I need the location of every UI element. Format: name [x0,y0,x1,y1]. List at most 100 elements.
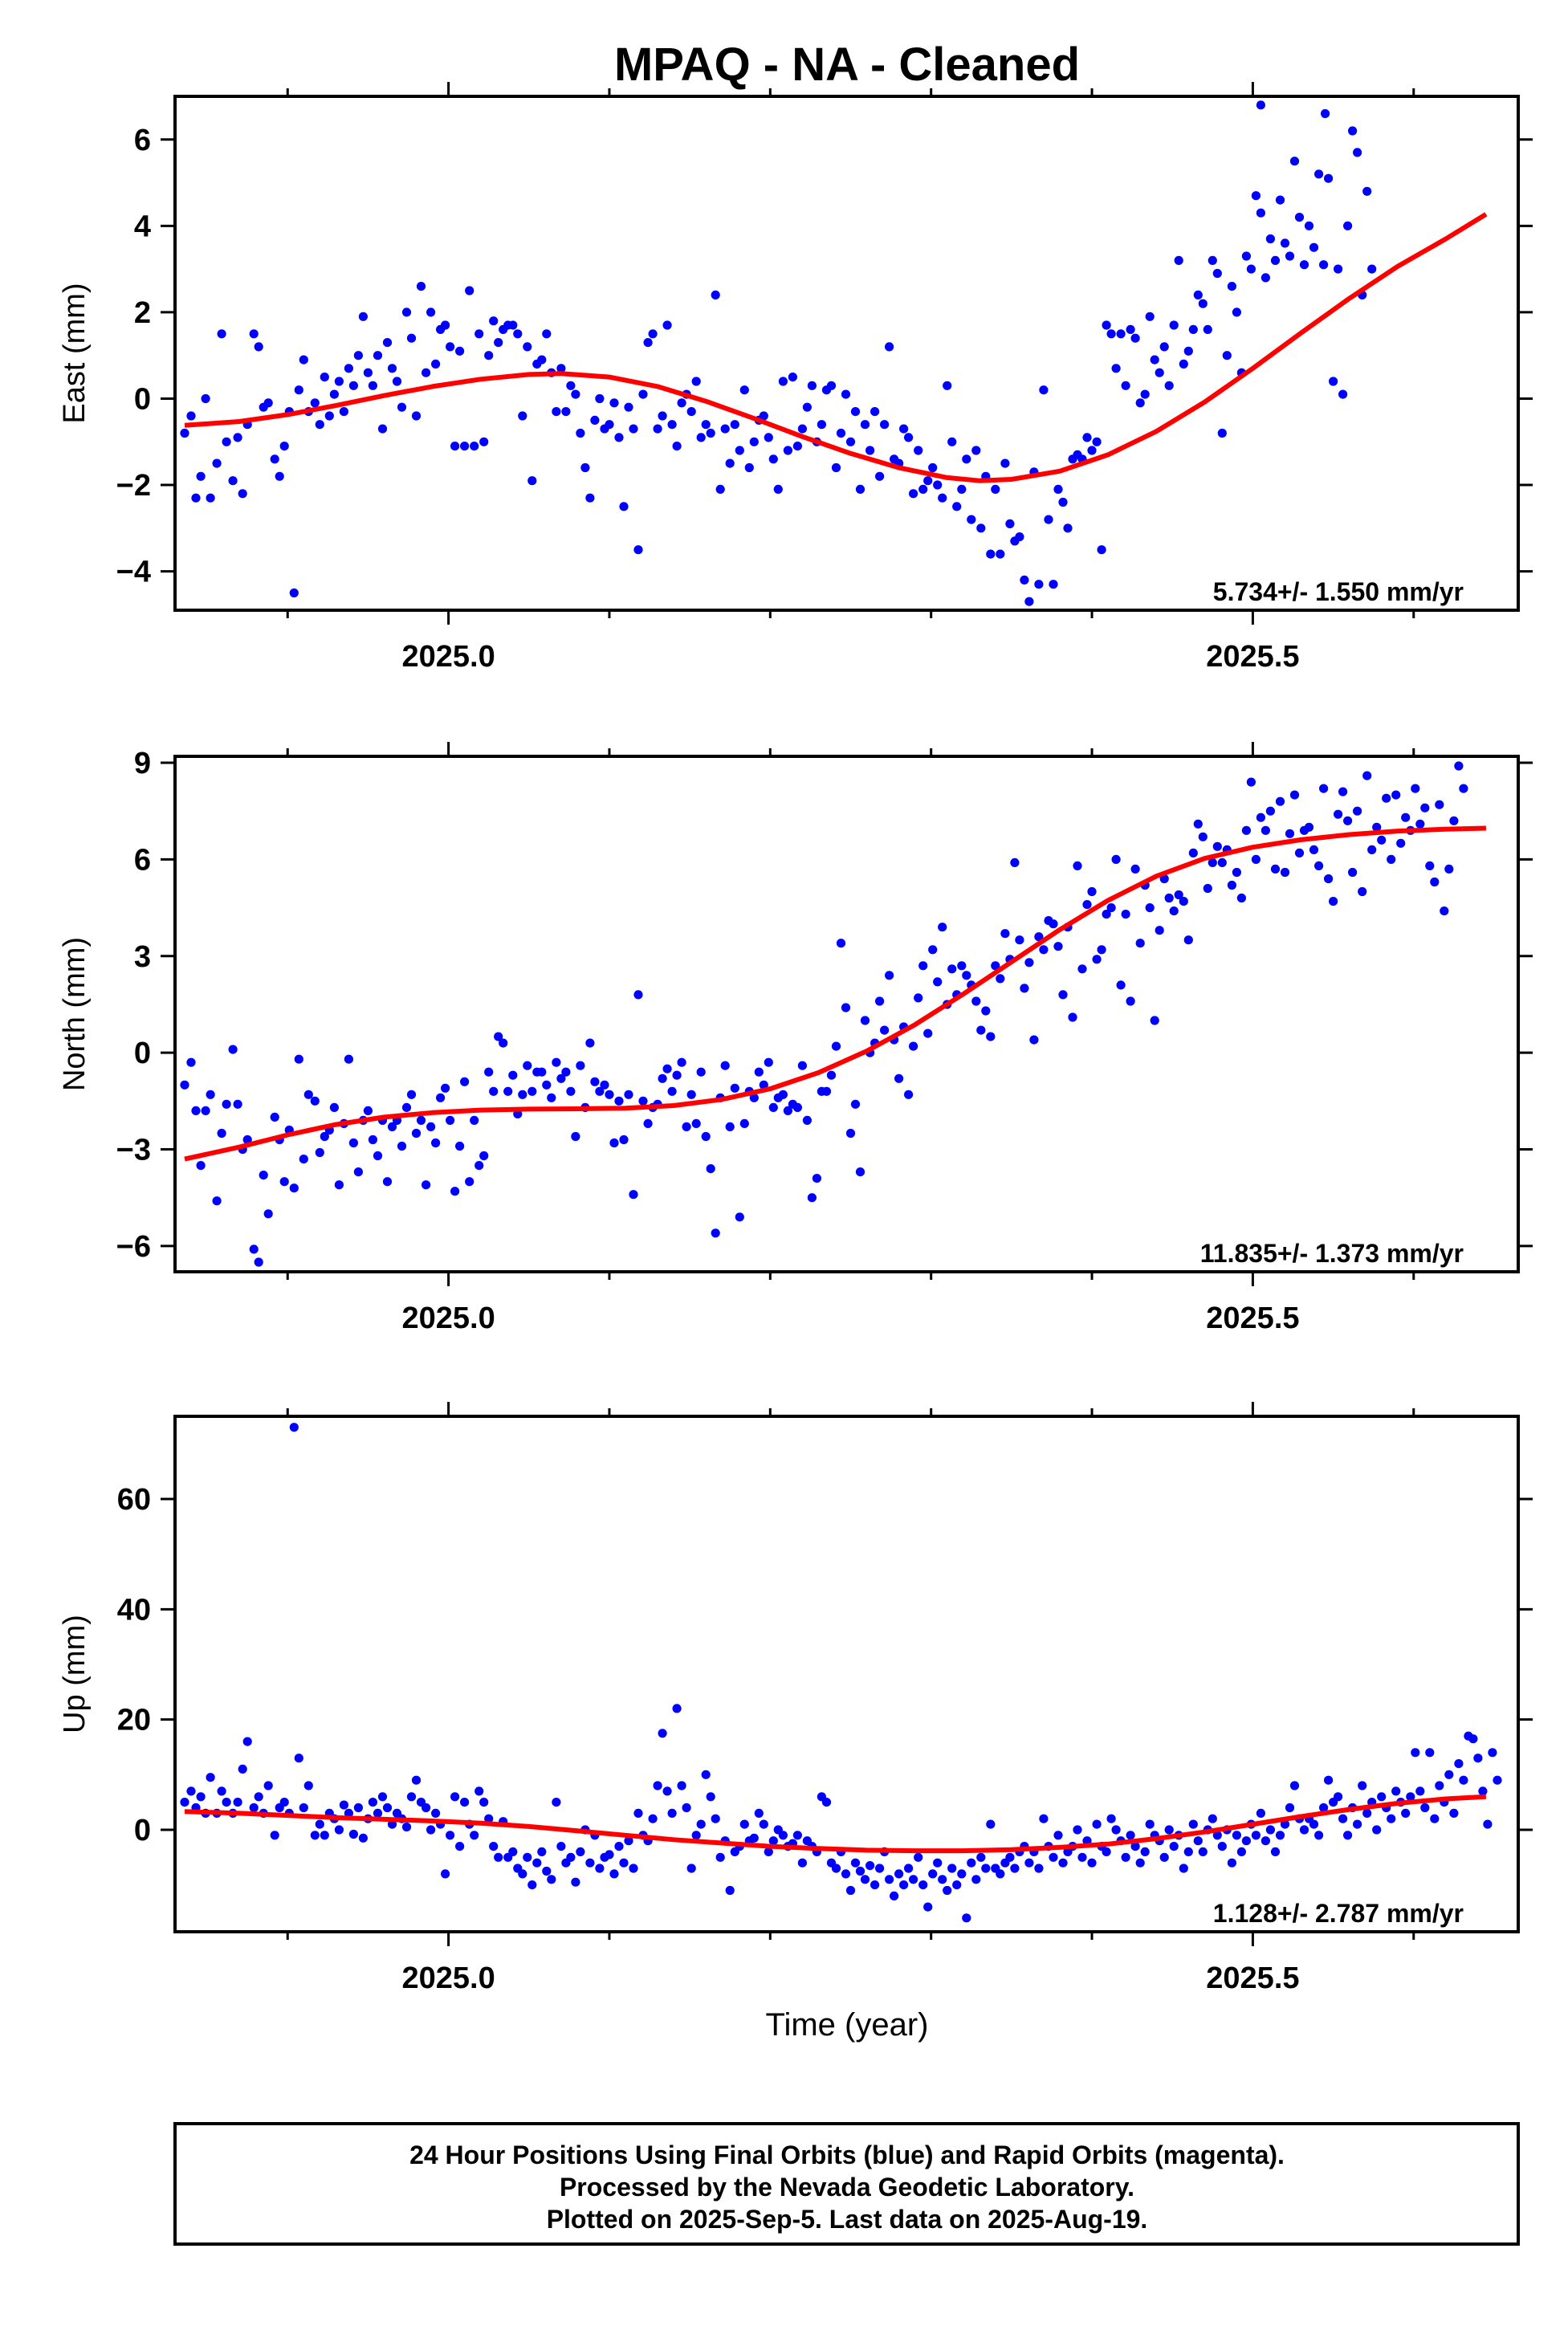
north-y-tick-label: 0 [134,1037,151,1070]
east-point [826,381,837,390]
east-point [1241,251,1251,261]
north-point [1179,897,1188,906]
east-point [759,411,768,421]
x-axis-label: Time (year) [766,2007,929,2043]
north-point [344,1054,353,1064]
north-point [1377,835,1387,845]
up-y-tick-label: 60 [117,1483,151,1517]
north-point [629,1190,638,1200]
north-point [792,1102,803,1112]
up-point [1459,1775,1468,1785]
north-point [605,1090,614,1099]
east-point [1063,523,1073,533]
north-point [422,1180,431,1190]
east-point [180,428,189,438]
up-point [382,1802,393,1813]
north-point [1121,910,1130,919]
north-point [353,1167,363,1177]
up-point [890,1891,899,1900]
up-point [667,1808,677,1818]
north-point [711,1228,720,1238]
up-point [1324,1775,1334,1785]
east-point [1150,355,1159,365]
north-point [1246,777,1256,787]
up-point [918,1880,928,1890]
east-point [422,368,431,377]
north-point [201,1106,210,1115]
north-point [1367,845,1377,854]
up-point [943,1885,952,1896]
east-point [401,308,412,317]
figure-title: MPAQ - NA - Cleaned [614,39,1080,91]
up-point [1415,1786,1425,1796]
east-point [1092,437,1102,446]
north-point [373,1151,383,1161]
north-point [1097,945,1106,955]
east-point [629,424,638,434]
east-point [788,373,798,382]
up-x-tick-label: 2025.5 [1206,1961,1299,1995]
east-point [996,549,1005,559]
east-y-tick-label: −2 [116,469,151,503]
north-point [263,1209,273,1219]
up-point [947,1864,957,1873]
up-point [1121,1852,1130,1862]
north-point [720,1061,730,1070]
north-point [508,1070,518,1080]
up-point [1198,1847,1208,1856]
up-rate-label: 1.128+/- 2.787 mm/yr [1213,1899,1464,1928]
east-point [797,424,808,434]
up-point [233,1798,242,1807]
up-point [320,1831,329,1840]
up-point [450,1792,460,1802]
up-point [1241,1836,1251,1846]
up-point [422,1802,431,1813]
north-point [1241,825,1251,835]
up-point [1358,1781,1367,1790]
up-point [263,1781,273,1790]
east-point [1155,368,1164,377]
east-point [537,355,547,365]
north-point [196,1161,206,1171]
east-point [624,402,633,412]
east-point [1270,255,1281,265]
east-point [850,406,861,417]
east-point [817,420,826,430]
north-point [279,1177,289,1187]
east-point [768,454,778,464]
east-point [397,402,407,412]
north-point [294,1054,303,1064]
up-point [860,1875,870,1884]
up-point [542,1866,552,1876]
up-point [865,1861,875,1871]
north-point [1073,861,1082,870]
north-point [242,1134,252,1145]
east-point [691,377,701,386]
north-y-tick-label: 3 [134,940,151,974]
up-point [957,1869,967,1879]
east-point [1353,148,1362,157]
north-point [880,1025,890,1035]
east-point [802,402,813,412]
footer-line-3: Plotted on 2025-Sep-5. Last data on 2025… [547,2205,1148,2234]
north-point [1058,990,1068,1000]
north-point [914,993,923,1003]
east-point [701,420,711,430]
east-point [749,437,759,446]
east-point [865,446,875,455]
east-point [855,484,865,495]
east-point [299,355,308,365]
north-point [1029,1035,1039,1045]
north-point [1304,822,1314,832]
east-point [484,351,494,360]
up-point [1270,1847,1281,1856]
up-point [411,1775,422,1785]
north-point [556,1073,566,1083]
up-point [527,1880,537,1890]
east-point [1130,333,1140,343]
east-point [450,442,460,451]
north-rate-label: 11.835+/- 1.373 mm/yr [1200,1239,1464,1268]
east-point [783,446,793,455]
up-point [1401,1808,1411,1818]
north-point [1396,838,1406,848]
